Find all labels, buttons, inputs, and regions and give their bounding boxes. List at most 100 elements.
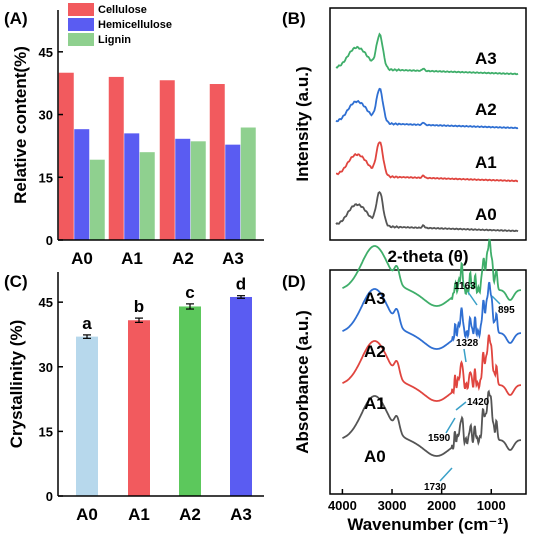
bar-crystallinity-a3 [230, 296, 252, 496]
panel-a-y-tick-label: 15 [39, 170, 53, 185]
panel-d-x-tick-label: 1000 [477, 498, 506, 513]
panel-c-letter: (C) [4, 272, 28, 291]
annotation-1420: 1420 [467, 397, 490, 408]
panel-c-y-tick-label: 45 [39, 295, 53, 310]
panel-d-y-title: Absorbance (a.u.) [293, 310, 312, 454]
panel-d-x-tick-label: 2000 [427, 498, 456, 513]
panel-a-category-label: A0 [71, 249, 93, 268]
panel-b-label-a2: A2 [475, 100, 497, 119]
panel-c-y-tick-label: 30 [39, 360, 53, 375]
panel-a-y-title: Relative content(%) [11, 46, 30, 204]
significance-letter: c [185, 283, 194, 302]
panel-c-y-ticks: 0 15 30 45 [39, 295, 63, 504]
panel-b-letter: (B) [282, 9, 306, 28]
bar-cellulose-a0 [58, 72, 74, 241]
annotation-895: 895 [498, 305, 515, 316]
panel-c-category-label: A1 [128, 505, 150, 524]
annotation-1328: 1328 [456, 338, 479, 349]
legend-swatch-lignin [68, 33, 94, 46]
ftir-curve-a3 [342, 238, 521, 307]
panel-a-category-label: A2 [172, 249, 194, 268]
panel-d-label-a2: A2 [364, 342, 386, 361]
bar-hemicellulose-a2 [175, 138, 191, 240]
bar-cellulose-a2 [159, 80, 175, 240]
panel-d-label-a0: A0 [364, 447, 386, 466]
ftir-curve-a2 [342, 281, 521, 350]
panel-b-label-a3: A3 [475, 49, 497, 68]
bar-hemicellulose-a3 [225, 144, 241, 240]
legend-swatch-cellulose [68, 3, 94, 16]
panel-b-label-a0: A0 [475, 205, 497, 224]
panel-d-label-a1: A1 [364, 394, 386, 413]
panel-a-letter: (A) [4, 9, 28, 28]
annotation-1590-arrow [445, 417, 456, 434]
panel-a-y-tick-label: 0 [46, 233, 53, 248]
bar-hemicellulose-a0 [74, 129, 90, 240]
bar-lignin-a2 [190, 141, 206, 240]
annotation-1163: 1163 [454, 281, 476, 292]
panel-d: (D) 4000 3000 2000 1000 Wavenumber (cm⁻¹) A… [282, 238, 527, 534]
bar-crystallinity-a1 [128, 320, 150, 496]
annotation-1163-arrow [467, 291, 478, 306]
panel-c-y-title: Crystallinity (%) [7, 320, 26, 448]
annotation-1730: 1730 [424, 482, 447, 493]
bar-crystallinity-a0 [76, 336, 98, 496]
bar-crystallinity-a2 [179, 306, 201, 496]
bar-cellulose-a1 [108, 76, 124, 240]
panel-b: (B) 2-theta (θ) Intensity (a.u.) A3 A2 A… [282, 7, 527, 266]
panel-d-x-ticks: 4000 3000 2000 1000 [328, 489, 506, 513]
bar-lignin-a3 [240, 127, 256, 240]
annotation-1730-arrow [439, 467, 453, 482]
bar-cellulose-a3 [209, 84, 225, 240]
panel-b-label-a1: A1 [475, 153, 497, 172]
panel-c: (C) a b c d 0 15 30 45 A0 A1 A2 A3 Crystallinity … [4, 272, 264, 524]
legend-label-cellulose: Cellulose [98, 4, 147, 16]
xrd-curve-a2 [335, 87, 519, 130]
panel-c-categories: A0 A1 A2 A3 [76, 505, 252, 524]
xrd-curve-a0 [335, 191, 519, 233]
bar-hemicellulose-a1 [124, 133, 140, 240]
panel-a: (A) 0 15 30 45 A0 A1 A2 A3 Relative content(%)… [4, 3, 264, 268]
panel-c-y-tick-label: 0 [46, 489, 53, 504]
panel-c-y-tick-label: 15 [39, 424, 53, 439]
ftir-curve-a1 [342, 334, 521, 402]
significance-letter: d [236, 275, 246, 294]
significance-letter: b [134, 297, 144, 316]
significance-letter: a [82, 314, 92, 333]
annotation-895-arrow [491, 295, 501, 305]
annotation-1590: 1590 [428, 433, 451, 444]
panel-d-x-tick-label: 3000 [378, 498, 407, 513]
xrd-curve-a1 [336, 141, 519, 183]
legend-swatch-hemicellulose [68, 18, 94, 31]
panel-a-y-ticks: 0 15 30 45 [39, 45, 63, 248]
annotation-1420-arrow [455, 401, 467, 411]
legend-label-hemicellulose: Hemicellulose [98, 19, 172, 31]
panel-a-y-tick-label: 30 [39, 108, 53, 123]
panel-a-bars [58, 72, 256, 241]
panel-c-category-label: A3 [230, 505, 252, 524]
panel-c-category-label: A0 [76, 505, 98, 524]
bar-lignin-a0 [89, 159, 105, 240]
panel-d-letter: (D) [282, 272, 306, 291]
panel-d-annotations: 1163 895 1328 1420 1590 1730 [424, 281, 515, 493]
panel-d-x-tick-label: 4000 [328, 498, 357, 513]
panel-a-category-label: A3 [222, 249, 244, 268]
bar-lignin-a1 [139, 152, 155, 240]
panel-c-bars: a b c d [76, 275, 252, 496]
panel-c-category-label: A2 [179, 505, 201, 524]
legend-label-lignin: Lignin [98, 34, 131, 46]
panel-d-frame [329, 269, 527, 495]
panel-b-y-title: Intensity (a.u.) [293, 66, 312, 181]
panel-d-label-a3: A3 [364, 289, 386, 308]
panel-a-legend: Cellulose Hemicellulose Lignin [68, 3, 172, 46]
ftir-curve-a0 [342, 389, 521, 457]
panel-a-category-label: A1 [121, 249, 143, 268]
panel-d-x-title: Wavenumber (cm⁻¹) [347, 515, 508, 534]
annotation-1328-arrow [463, 348, 467, 363]
panel-b-x-title: 2-theta (θ) [388, 247, 469, 266]
panel-d-curves [342, 238, 521, 457]
panel-a-categories: A0 A1 A2 A3 [71, 249, 244, 268]
panel-b-curves [335, 32, 519, 233]
panel-a-y-tick-label: 45 [39, 45, 53, 60]
